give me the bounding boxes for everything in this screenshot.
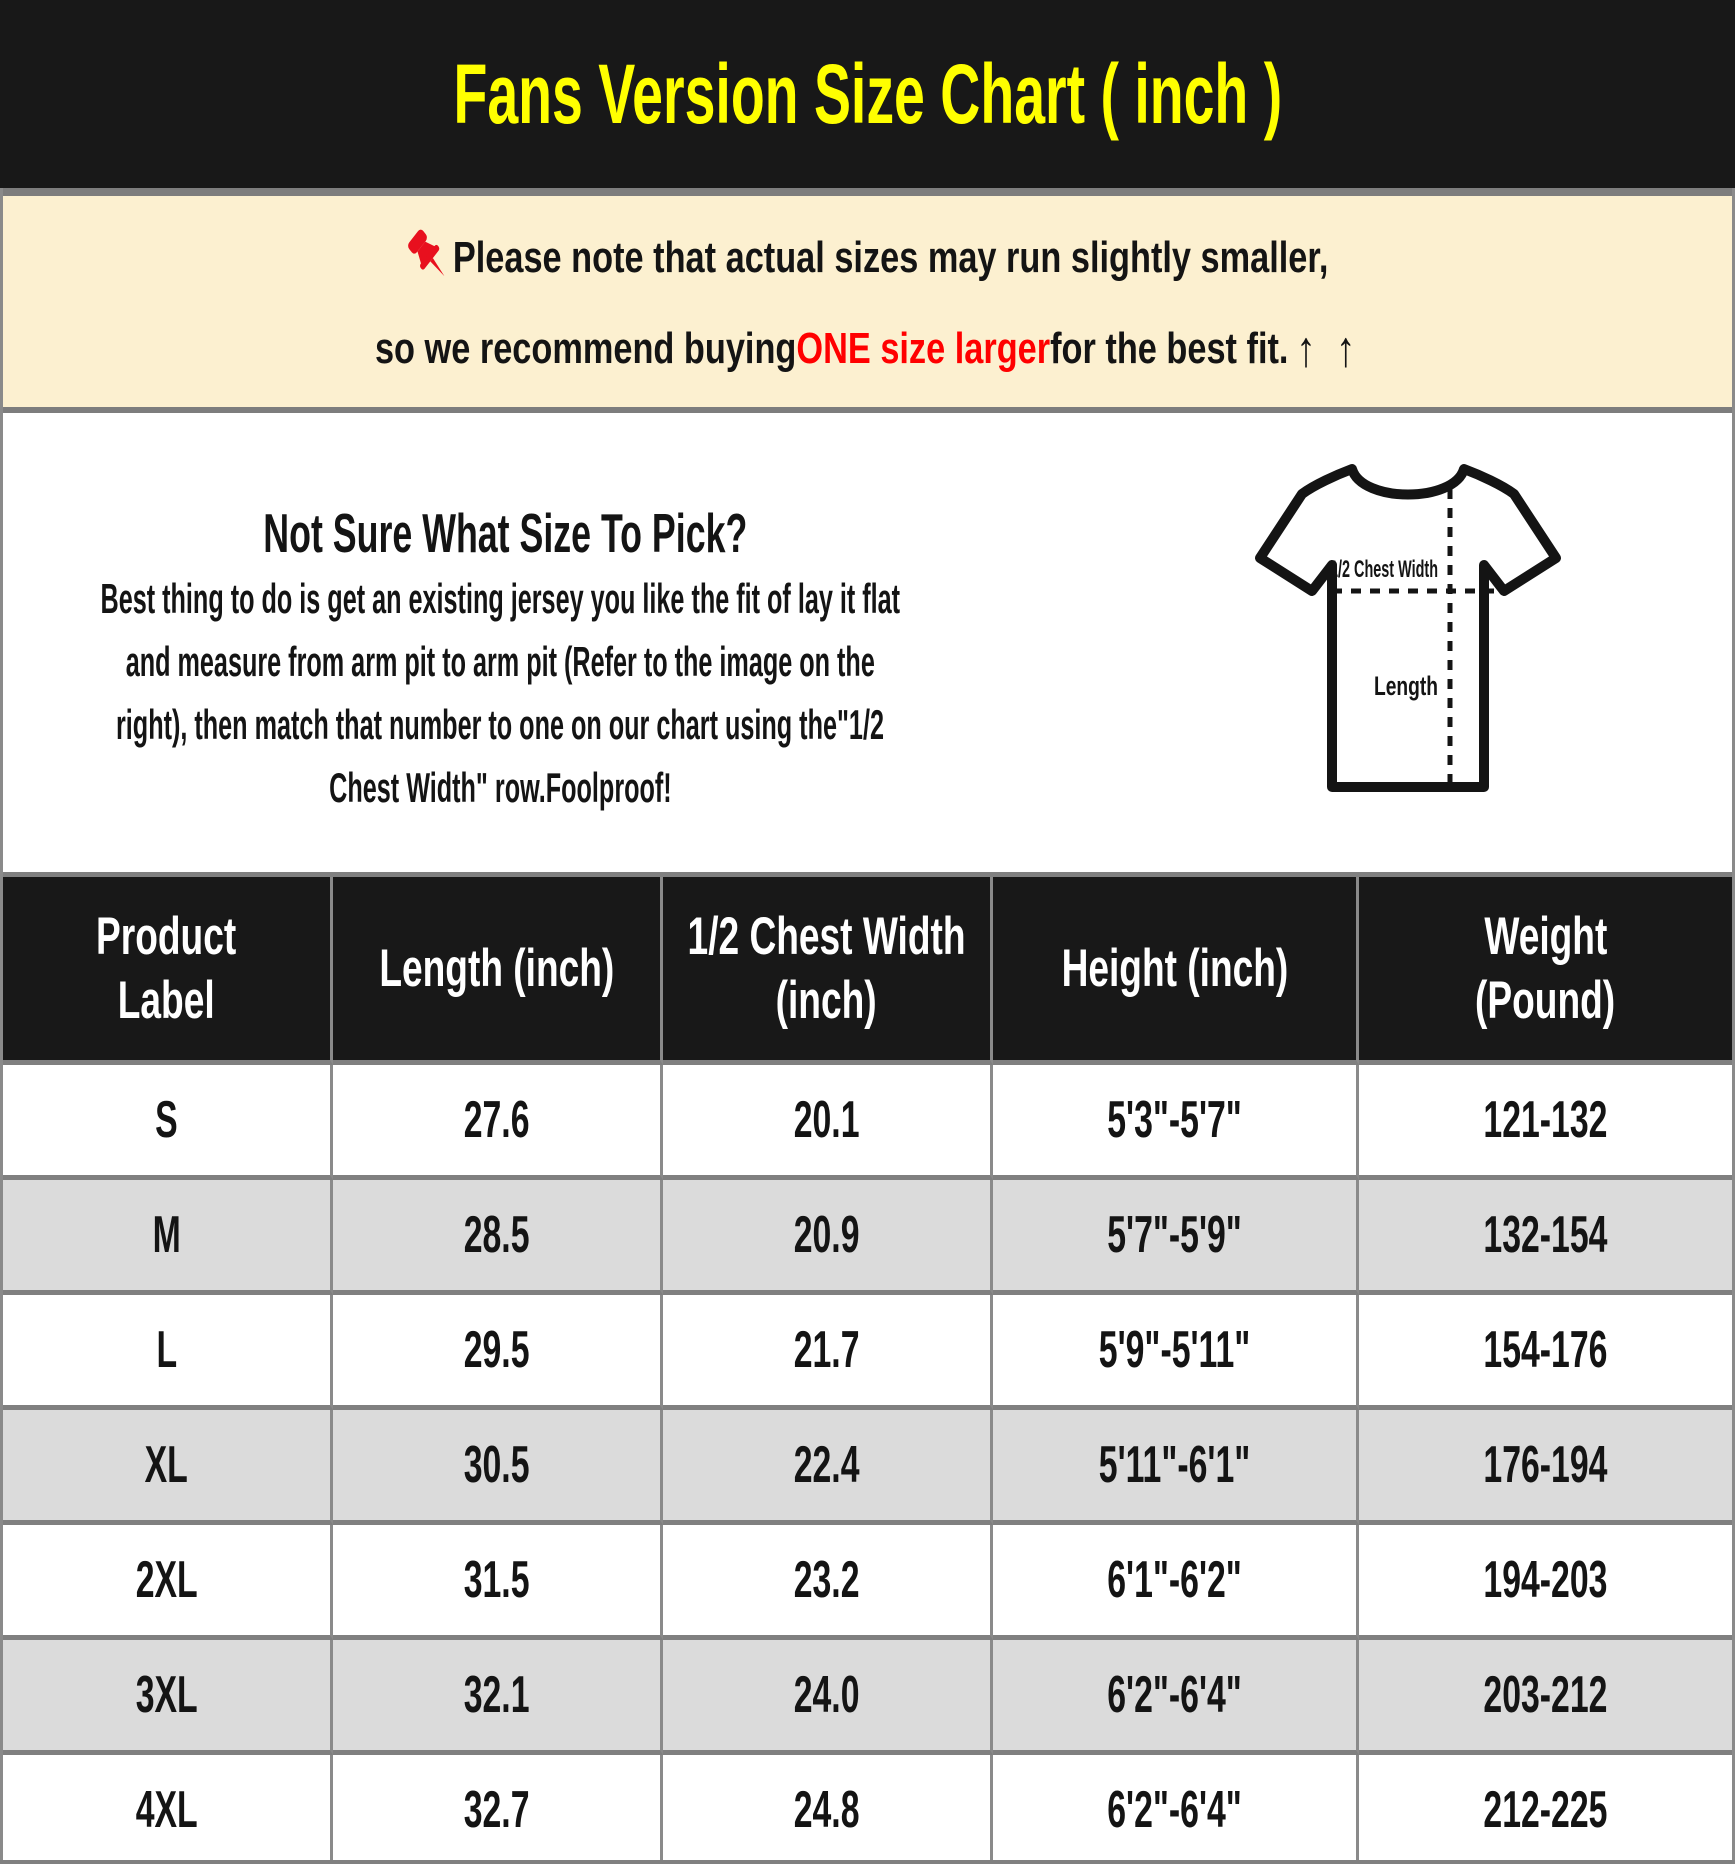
- cell-size: XL: [3, 1410, 333, 1525]
- cell-size: 4XL: [3, 1755, 333, 1864]
- note-line-2: so we recommend buying ONE size larger f…: [0, 306, 1735, 392]
- note-text-2-prefix: so we recommend buying: [374, 324, 797, 373]
- cell-weight: 194-203: [1359, 1525, 1732, 1640]
- header-height: Height (inch): [993, 877, 1359, 1065]
- cell-weight: 154-176: [1359, 1295, 1732, 1410]
- note-text-2-suffix: for the best fit.: [1050, 324, 1289, 373]
- guide-body: Best thing to do is get an existing jers…: [0, 572, 1375, 824]
- pushpin-icon: [408, 229, 445, 277]
- cell-weight: 132-154: [1359, 1180, 1732, 1295]
- cell-height: 5'7"-5'9": [993, 1180, 1359, 1295]
- cell-chest: 20.1: [663, 1065, 993, 1180]
- divider: [0, 407, 1735, 413]
- page-border-right: [1732, 188, 1735, 1864]
- cell-height: 6'1"-6'2": [993, 1525, 1359, 1640]
- note-highlight: ONE size larger: [796, 324, 1051, 373]
- size-table: Product Label Length (inch) 1/2 Chest Wid…: [0, 872, 1735, 1864]
- divider: [0, 188, 1735, 196]
- cell-weight: 203-212: [1359, 1640, 1732, 1755]
- header-length: Length (inch): [333, 877, 663, 1065]
- cell-length: 32.1: [333, 1640, 663, 1755]
- cell-weight: 176-194: [1359, 1410, 1732, 1525]
- cell-length: 27.6: [333, 1065, 663, 1180]
- guide-body-line: right), then match that number to one on…: [116, 701, 884, 748]
- cell-height: 5'3"-5'7": [993, 1065, 1359, 1180]
- cell-chest: 23.2: [663, 1525, 993, 1640]
- cell-size: 2XL: [3, 1525, 333, 1640]
- cell-length: 31.5: [333, 1525, 663, 1640]
- cell-length: 29.5: [333, 1295, 663, 1410]
- cell-length: 28.5: [333, 1180, 663, 1295]
- up-arrows-icon: ↑ ↑: [1296, 321, 1361, 377]
- page-title: Fans Version Size Chart ( inch ): [453, 46, 1282, 141]
- header-chest-width: 1/2 Chest Width (inch): [663, 877, 993, 1065]
- note-section: Please note that actual sizes may run sl…: [0, 196, 1735, 407]
- cell-height: 6'2"-6'4": [993, 1640, 1359, 1755]
- cell-chest: 22.4: [663, 1410, 993, 1525]
- cell-weight: 121-132: [1359, 1065, 1732, 1180]
- cell-chest: 24.0: [663, 1640, 993, 1755]
- cell-size: M: [3, 1180, 333, 1295]
- chest-width-label: 1/2 Chest Width: [1330, 556, 1438, 583]
- cell-height: 6'2"-6'4": [993, 1755, 1359, 1864]
- cell-chest: 24.8: [663, 1755, 993, 1864]
- cell-chest: 20.9: [663, 1180, 993, 1295]
- guide-body-line: and measure from arm pit to arm pit (Ref…: [125, 638, 875, 685]
- cell-height: 5'9"-5'11": [993, 1295, 1359, 1410]
- length-label: Length: [1374, 671, 1438, 701]
- note-text-1: Please note that actual sizes may run sl…: [453, 233, 1329, 282]
- cell-size: L: [3, 1295, 333, 1410]
- guide-heading: Not Sure What Size To Pick?: [262, 502, 748, 564]
- guide-body-line: Chest Width" row.Foolproof!: [328, 764, 672, 811]
- tshirt-outline: [1255, 464, 1561, 792]
- cell-size: 3XL: [3, 1640, 333, 1755]
- header-product-label: Product Label: [3, 877, 333, 1065]
- cell-chest: 21.7: [663, 1295, 993, 1410]
- title-banner: Fans Version Size Chart ( inch ): [0, 0, 1735, 188]
- note-line-1: Please note that actual sizes may run sl…: [0, 210, 1735, 306]
- tshirt-measurement-diagram: 1/2 Chest Width Length: [1255, 464, 1561, 792]
- page-border-left: [0, 188, 3, 1864]
- page-border-bottom: [0, 1860, 1735, 1864]
- cell-size: S: [3, 1065, 333, 1180]
- cell-height: 5'11"-6'1": [993, 1410, 1359, 1525]
- cell-weight: 212-225: [1359, 1755, 1732, 1864]
- guide-body-line: Best thing to do is get an existing jers…: [100, 575, 900, 622]
- cell-length: 30.5: [333, 1410, 663, 1525]
- guide-section: Not Sure What Size To Pick? Best thing t…: [0, 413, 1735, 872]
- cell-length: 32.7: [333, 1755, 663, 1864]
- header-weight: Weight (Pound): [1359, 877, 1732, 1065]
